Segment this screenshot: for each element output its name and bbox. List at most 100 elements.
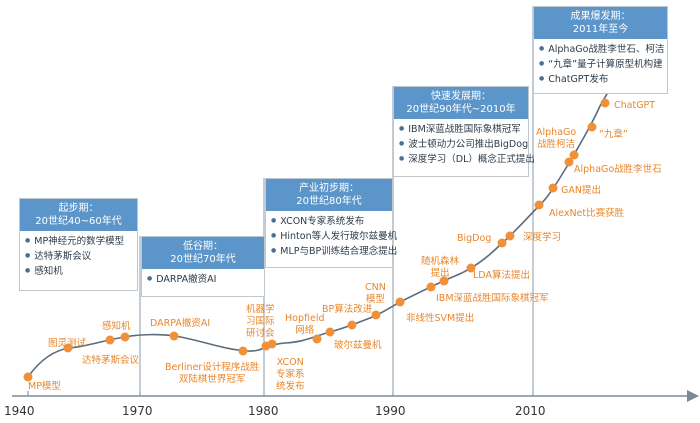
event-label-line: 习国际 xyxy=(246,316,275,327)
period-title: 低谷期： xyxy=(183,241,223,252)
event-label-bp: BP算法改进 xyxy=(322,304,373,315)
event-point-hopfield xyxy=(312,334,322,344)
period-range: 2011年至今 xyxy=(572,24,629,35)
event-label-line: 统发布 xyxy=(276,381,305,392)
period-item: Hinton等人发行玻尔兹曼机 xyxy=(271,230,397,245)
period-item: 达特茅斯会议 xyxy=(25,250,133,265)
event-point-alphago-kejie xyxy=(569,150,579,160)
period-range: 20世纪70年代 xyxy=(170,254,236,265)
event-point-gan xyxy=(548,183,558,193)
event-point-jiuzhang xyxy=(587,122,597,132)
event-point-bigdog xyxy=(497,238,507,248)
axis-year-2010: 2010 xyxy=(515,404,546,418)
event-point-alphago-lee xyxy=(564,157,574,167)
event-label-line: 研讨会 xyxy=(246,328,275,339)
event-label-line: XCON xyxy=(276,357,304,368)
event-label-line: 随机森林 xyxy=(421,256,460,267)
period-range: 20世纪40~60年代 xyxy=(35,216,122,227)
event-point-lda xyxy=(466,263,476,273)
event-label-alphago-lee: AlphaGo战胜李世石 xyxy=(574,164,662,175)
period-item: XCON专家系统发布 xyxy=(271,215,388,230)
event-label-line: 网络 xyxy=(295,325,315,336)
event-label-lda: LDA算法提出 xyxy=(473,270,530,281)
event-label-svm: 非线性SVM提出 xyxy=(406,313,475,324)
period-items: DARPA撤资AI xyxy=(142,269,264,288)
period-item: 感知机 xyxy=(25,265,133,280)
axis-year-1940: 1940 xyxy=(4,404,35,418)
event-label-jiuzhang: “九章” xyxy=(599,129,628,140)
event-point-perceptron xyxy=(120,332,130,342)
period-range: 20世纪90年代~2010年 xyxy=(406,104,516,115)
period-items: AlphaGo战胜李世石、柯洁 “九章”量子计算原型机构建 ChatGPT发布 xyxy=(534,39,667,88)
event-label-bigdog: BigDog xyxy=(457,233,492,244)
event-point-chatgpt xyxy=(600,98,610,108)
period-item: MP神经元的数学模型 xyxy=(25,235,133,250)
period-items: XCON专家系统发布 Hinton等人发行玻尔兹曼机 MLP与BP训练结合理念提… xyxy=(266,211,397,260)
period-box-startup: 起步期： 20世纪40~60年代 MP神经元的数学模型 达特茅斯会议 感知机 xyxy=(19,198,138,291)
period-title: 起步期： xyxy=(58,203,99,214)
event-label-line: Hopfield xyxy=(285,313,325,324)
event-point-mp xyxy=(23,372,33,382)
event-point-bp xyxy=(325,327,335,337)
event-points xyxy=(23,98,610,382)
axis-ticks xyxy=(27,391,534,396)
period-item: 深度学习（DL）概念正式提出 xyxy=(399,153,535,168)
event-label-line: 机器学 xyxy=(246,304,275,315)
event-point-xcon xyxy=(267,339,277,349)
event-point-alexnet xyxy=(534,200,544,210)
period-box-growth: 快速发展期： 20世纪90年代~2010年 IBM深蓝战胜国际象棋冠军 波士顿动… xyxy=(393,86,535,177)
period-item: DARPA撤资AI xyxy=(147,273,260,288)
event-point-random-forest xyxy=(426,282,436,292)
period-item: IBM深蓝战胜国际象棋冠军 xyxy=(399,123,524,138)
event-label-line: 专家系 xyxy=(276,369,305,380)
event-label-cnn: CNN 模型 xyxy=(365,282,386,306)
period-header: 成果爆发期： 2011年至今 xyxy=(534,7,667,39)
event-label-line: 战胜柯洁 xyxy=(537,139,576,150)
event-label-dartmouth: 达特茅斯会议 xyxy=(82,355,140,366)
event-label-hopfield: Hopfield 网络 xyxy=(285,313,324,337)
event-point-ibm xyxy=(439,276,449,286)
axis-year-1980: 1980 xyxy=(248,404,279,418)
period-title: 产业初步期： xyxy=(299,183,359,194)
event-point-dartmouth xyxy=(105,335,115,345)
period-box-boom: 成果爆发期： 2011年至今 AlphaGo战胜李世石、柯洁 “九章”量子计算原… xyxy=(533,6,668,94)
period-range: 20世纪80年代 xyxy=(296,196,362,207)
event-label-line: 双陆棋世界冠军 xyxy=(178,374,246,385)
event-label-random-forest: 随机森林 提出 xyxy=(421,256,459,280)
event-label-darpa: DARPA撤资AI xyxy=(150,318,211,329)
event-point-svm xyxy=(395,297,405,307)
period-item: ChatGPT发布 xyxy=(539,73,663,88)
period-header: 产业初步期： 20世纪80年代 xyxy=(266,179,392,211)
event-label-turing: 图灵测试 xyxy=(48,338,87,349)
event-label-boltzmann: 玻尔兹曼机 xyxy=(334,340,382,351)
event-label-alexnet: AlexNet比赛获胜 xyxy=(549,208,625,219)
period-header: 起步期： 20世纪40~60年代 xyxy=(20,199,137,231)
period-items: IBM深蓝战胜国际象棋冠军 波士顿动力公司推出BigDog 深度学习（DL）概念… xyxy=(394,119,535,168)
axis-year-1970: 1970 xyxy=(122,404,153,418)
period-box-industry: 产业初步期： 20世纪80年代 XCON专家系统发布 Hinton等人发行玻尔兹… xyxy=(265,178,397,268)
event-label-line: CNN xyxy=(365,282,386,293)
event-label-line: AlphaGo xyxy=(536,127,577,138)
event-label-alphago-kejie: AlphaGo 战胜柯洁 xyxy=(536,127,576,151)
period-title: 成果爆发期： xyxy=(570,11,631,22)
period-items: MP神经元的数学模型 达特茅斯会议 感知机 xyxy=(20,231,137,280)
event-point-turing xyxy=(63,343,73,353)
event-label-perceptron: 感知机 xyxy=(102,321,131,332)
event-label-mp: MP模型 xyxy=(28,381,61,392)
event-label-ibm: IBM深蓝战胜国际象棋冠军 xyxy=(436,293,549,304)
event-point-berliner xyxy=(238,346,248,356)
event-label-line: 提出 xyxy=(430,268,450,279)
period-header: 低谷期： 20世纪70年代 xyxy=(142,237,264,269)
event-label-xcon: XCON 专家系 统发布 xyxy=(276,357,305,393)
event-point-boltzmann xyxy=(347,320,357,330)
event-label-berliner: Berliner设计程序战胜 双陆棋世界冠军 xyxy=(165,362,259,386)
event-point-deep-learning xyxy=(505,231,515,241)
period-item: AlphaGo战胜李世石、柯洁 xyxy=(539,43,664,58)
period-title: 快速发展期： xyxy=(431,91,491,102)
period-box-trough: 低谷期： 20世纪70年代 DARPA撤资AI xyxy=(141,236,265,297)
event-point-darpa xyxy=(169,331,179,341)
event-label-line: 模型 xyxy=(365,294,385,305)
period-item: “九章”量子计算原型机构建 xyxy=(539,58,663,73)
